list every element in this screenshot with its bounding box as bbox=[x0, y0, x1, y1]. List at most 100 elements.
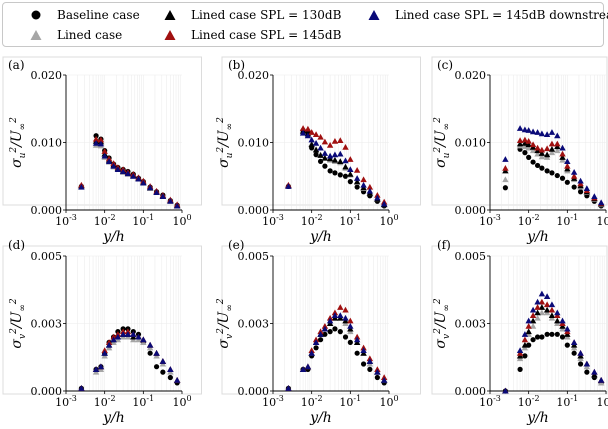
data-point bbox=[299, 125, 307, 131]
x-tick-label: 10-2 bbox=[301, 394, 323, 409]
legend-item-lined: Lined case bbox=[29, 28, 122, 42]
data-point bbox=[354, 350, 360, 356]
y-tick-label: 0.020 bbox=[455, 69, 487, 82]
data-point bbox=[308, 129, 315, 135]
data-point bbox=[522, 150, 528, 156]
data-point bbox=[502, 176, 509, 183]
subplot: (e) 0.000 0.003 0.005 10-3 10-2 10-1 100 y/h σv2/… bbox=[216, 238, 421, 426]
data-point bbox=[167, 374, 173, 381]
x-axis-label: y/h bbox=[526, 229, 549, 245]
data-point bbox=[124, 170, 132, 177]
subplot: (b) 0.000 0.010 0.020 10-3 10-2 10-1 100 y/h σu2/… bbox=[216, 56, 421, 245]
y-axis-label: σu2/U∞2 bbox=[433, 117, 452, 168]
data-point bbox=[332, 170, 338, 176]
data-point bbox=[554, 147, 561, 154]
data-point bbox=[78, 385, 85, 391]
panel-label: (d) bbox=[8, 238, 25, 252]
data-point bbox=[321, 154, 329, 161]
data-point bbox=[591, 193, 598, 200]
data-point bbox=[321, 150, 329, 156]
data-point bbox=[543, 306, 551, 313]
data-point bbox=[374, 194, 381, 201]
y-axis-label: σv2/U∞2 bbox=[433, 298, 452, 348]
data-point bbox=[529, 312, 537, 318]
data-point bbox=[130, 173, 137, 179]
data-point bbox=[583, 185, 591, 191]
data-point bbox=[105, 341, 113, 348]
data-point bbox=[554, 140, 561, 147]
data-point bbox=[554, 132, 561, 139]
x-tick-label: 10-2 bbox=[301, 213, 323, 228]
data-point bbox=[312, 139, 320, 146]
circle-marker-icon bbox=[31, 10, 41, 20]
data-point bbox=[521, 336, 529, 343]
x-tick-label: 10-1 bbox=[132, 213, 154, 228]
data-point bbox=[173, 202, 181, 209]
data-point bbox=[534, 144, 541, 151]
data-point bbox=[571, 350, 577, 356]
data-point bbox=[119, 168, 127, 175]
x-tick-label: 10-3 bbox=[479, 394, 501, 409]
data-point bbox=[521, 126, 529, 133]
data-point bbox=[570, 173, 578, 179]
data-point bbox=[354, 184, 360, 190]
data-point bbox=[317, 133, 324, 140]
data-point bbox=[583, 360, 591, 367]
data-point bbox=[78, 183, 85, 190]
subplot-frame bbox=[221, 56, 421, 206]
data-point bbox=[337, 150, 344, 157]
data-point bbox=[312, 131, 320, 137]
data-point bbox=[347, 166, 354, 173]
data-point bbox=[548, 129, 556, 135]
data-point bbox=[521, 341, 529, 348]
subplot: (a) 0.000 0.010 0.020 10-3 10-2 10-1 100 y/h σu2/… bbox=[2, 56, 202, 245]
data-point bbox=[534, 298, 541, 305]
data-point bbox=[564, 325, 571, 332]
data-point bbox=[521, 136, 529, 143]
data-point bbox=[347, 156, 354, 162]
data-point bbox=[559, 334, 566, 340]
legend-label: Baseline case bbox=[57, 8, 140, 22]
data-point bbox=[534, 314, 541, 321]
data-point bbox=[347, 317, 354, 324]
data-point bbox=[326, 317, 334, 324]
data-point bbox=[530, 159, 536, 165]
data-point bbox=[380, 377, 388, 383]
data-point bbox=[342, 173, 349, 179]
data-point bbox=[526, 154, 532, 160]
data-point bbox=[559, 154, 566, 160]
data-point bbox=[308, 136, 315, 143]
legend-label: Lined case SPL = 145dB bbox=[191, 28, 342, 42]
data-point bbox=[538, 146, 546, 153]
data-point bbox=[597, 377, 605, 383]
data-point bbox=[347, 171, 354, 177]
subplot-frame bbox=[431, 245, 608, 395]
data-point bbox=[347, 339, 353, 345]
x-tick-label: 10-1 bbox=[556, 213, 578, 228]
data-point bbox=[538, 130, 546, 137]
data-point bbox=[554, 309, 561, 316]
data-point bbox=[529, 147, 537, 154]
data-point bbox=[525, 144, 532, 151]
data-point bbox=[135, 175, 142, 182]
x-tick-label: 10-3 bbox=[262, 394, 284, 409]
data-point bbox=[322, 331, 328, 337]
data-point bbox=[146, 184, 154, 191]
data-point bbox=[360, 361, 367, 367]
data-point bbox=[525, 323, 532, 329]
data-point bbox=[321, 325, 329, 332]
data-point bbox=[105, 158, 113, 164]
y-axis-label: σu2/U∞2 bbox=[216, 117, 235, 168]
y-tick-label: 0.003 bbox=[238, 318, 270, 331]
data-point bbox=[322, 163, 328, 169]
data-point bbox=[564, 162, 571, 169]
x-tick-label: 100 bbox=[379, 213, 398, 228]
data-point bbox=[570, 169, 578, 175]
data-point bbox=[559, 144, 566, 151]
data-point bbox=[516, 347, 524, 354]
data-point bbox=[564, 158, 571, 164]
data-point bbox=[366, 183, 374, 190]
data-point bbox=[342, 334, 349, 340]
y-axis-label: σv2/U∞2 bbox=[9, 298, 28, 348]
